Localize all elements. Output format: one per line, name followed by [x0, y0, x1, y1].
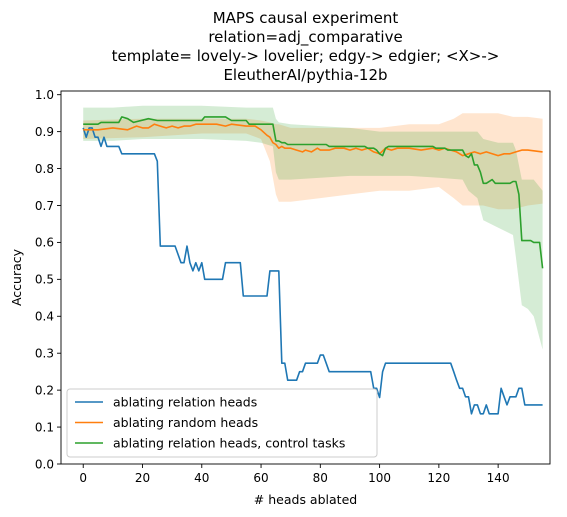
x-tick-label: 60: [253, 471, 268, 485]
chart-title-line: EleutherAI/pythia-12b: [223, 66, 387, 84]
y-tick-label: 0.0: [35, 457, 54, 471]
x-tick-label: 140: [487, 471, 510, 485]
x-tick-label: 80: [313, 471, 328, 485]
y-axis-ticks: 0.0 0.1 0.2 0.3 0.4 0.5 0.6 0.7 0.8 0.9 1.0: [35, 88, 61, 471]
band-ablating-relation-heads-control-tasks: [83, 105, 543, 350]
x-axis-ticks: 0 20 40 60 80 100 120 140: [79, 464, 510, 485]
y-axis-label: Accuracy: [9, 248, 24, 306]
line-ablating-relation-heads-control-tasks: [83, 116, 544, 269]
chart-title: MAPS causal experimentrelation=adj_compa…: [112, 9, 500, 84]
y-tick-label: 0.8: [35, 162, 54, 176]
x-tick-label: 20: [135, 471, 150, 485]
x-tick-label: 40: [194, 471, 209, 485]
chart-title-line: relation=adj_comparative: [208, 28, 402, 47]
legend: ablating relation heads ablating random h…: [66, 388, 378, 458]
y-tick-label: 1.0: [35, 88, 54, 102]
legend-label: ablating random heads: [113, 415, 258, 430]
plot-area-frame: [60, 90, 551, 465]
chart-title-line: template= lovely-> lovelier; edgy-> edgi…: [112, 47, 500, 65]
x-tick-label: 120: [427, 471, 450, 485]
legend-label: ablating relation heads: [113, 394, 257, 409]
y-tick-label: 0.9: [35, 125, 54, 139]
y-tick-label: 0.5: [35, 273, 54, 287]
line-ablating-relation-heads: [82, 127, 543, 415]
y-tick-label: 0.3: [35, 347, 54, 361]
chart-title-line: MAPS causal experiment: [213, 9, 399, 27]
line-ablating-random-heads: [83, 123, 543, 157]
confidence-bands: [83, 105, 543, 350]
y-tick-label: 0.2: [35, 383, 54, 397]
x-axis-label: # heads ablated: [254, 492, 357, 507]
y-tick-label: 0.7: [35, 199, 54, 213]
y-tick-label: 0.1: [35, 420, 54, 434]
series-lines: [82, 116, 544, 415]
y-tick-label: 0.6: [35, 236, 54, 250]
y-tick-label: 0.4: [35, 310, 54, 324]
legend-label: ablating relation heads, control tasks: [113, 435, 345, 450]
band-ablating-random-heads: [83, 113, 543, 210]
x-tick-label: 0: [79, 471, 87, 485]
legend-box: [66, 388, 378, 458]
x-tick-label: 100: [368, 471, 391, 485]
